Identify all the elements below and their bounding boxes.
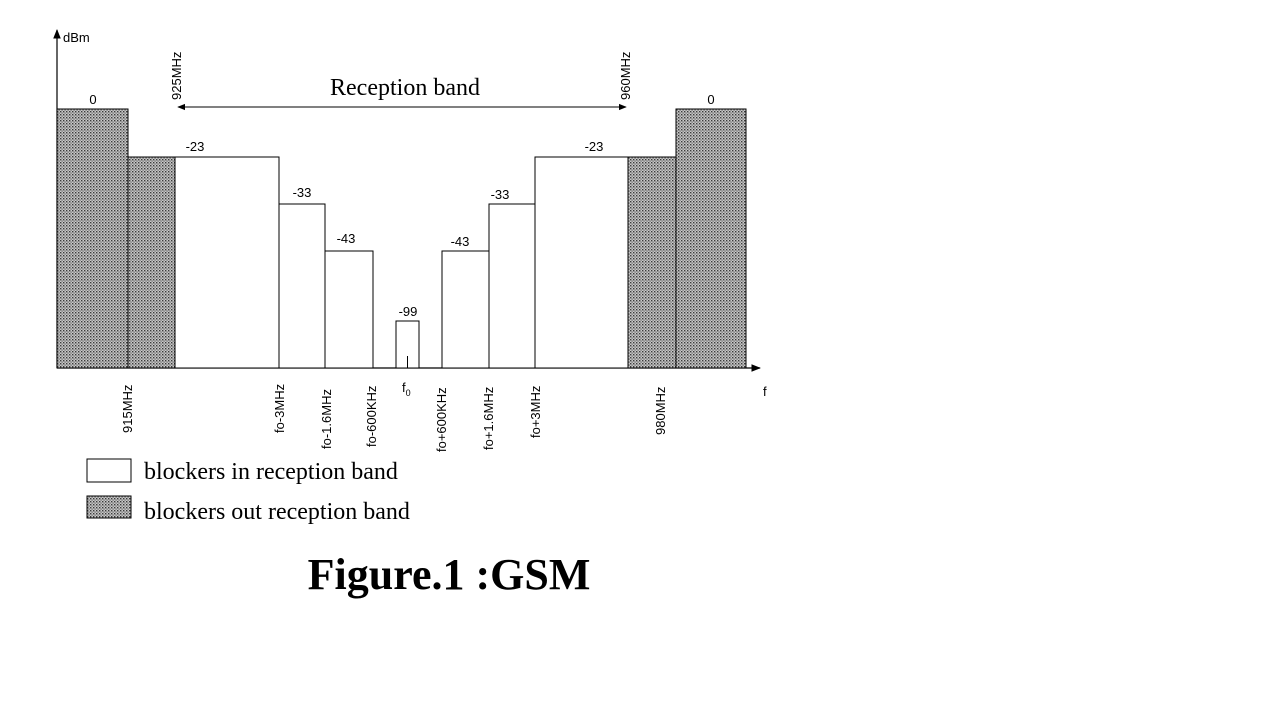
freq-label-980: 980MHz — [653, 387, 668, 435]
level-label: -43 — [451, 234, 470, 249]
level-label: 0 — [89, 92, 96, 107]
freq-label-fo-minus-600khz: fo-600KHz — [364, 386, 379, 447]
freq-label-f0: f0 — [402, 380, 411, 398]
bar-in-right-2 — [488, 203, 536, 369]
bar-out-left-low — [127, 156, 176, 369]
x-axis-label: f — [763, 384, 767, 399]
level-label: -43 — [337, 231, 356, 246]
legend-swatch-out-band — [86, 495, 132, 519]
reception-band-end-label: 960MHz — [618, 52, 633, 100]
reception-band-start-label: 925MHz — [169, 52, 184, 100]
freq-label-fo-plus-3mhz: fo+3MHz — [528, 386, 543, 438]
bar-in-left-3 — [324, 250, 374, 369]
freq-label-915: 915MHz — [120, 385, 135, 433]
level-label: -33 — [491, 187, 510, 202]
freq-label-fo-minus-3mhz: fo-3MHz — [272, 384, 287, 433]
level-label: -23 — [186, 139, 205, 154]
bar-in-right-1 — [534, 156, 629, 369]
y-axis-label: dBm — [63, 30, 90, 45]
bar-in-left-1 — [174, 156, 280, 369]
bar-out-left-high — [56, 108, 129, 369]
bar-in-left-2 — [278, 203, 326, 369]
freq-label-fo-minus-1-6mhz: fo-1.6MHz — [319, 389, 334, 449]
bar-out-right-low — [627, 156, 677, 369]
level-label: 0 — [707, 92, 714, 107]
legend-swatch-in-band — [86, 458, 132, 483]
level-label: -99 — [399, 304, 418, 319]
level-label: -23 — [585, 139, 604, 154]
bar-in-right-3 — [441, 250, 490, 369]
legend-label-in-band: blockers in reception band — [144, 459, 398, 485]
reception-band-label: Reception band — [330, 75, 480, 101]
freq-label-fo-plus-600khz: fo+600KHz — [434, 387, 449, 452]
level-label: -33 — [293, 185, 312, 200]
bar-out-right-high — [675, 108, 747, 369]
legend-label-out-band: blockers out reception band — [144, 499, 410, 525]
freq-label-fo-plus-1-6mhz: fo+1.6MHz — [481, 387, 496, 450]
figure-caption: Figure.1 :GSM — [308, 550, 591, 599]
